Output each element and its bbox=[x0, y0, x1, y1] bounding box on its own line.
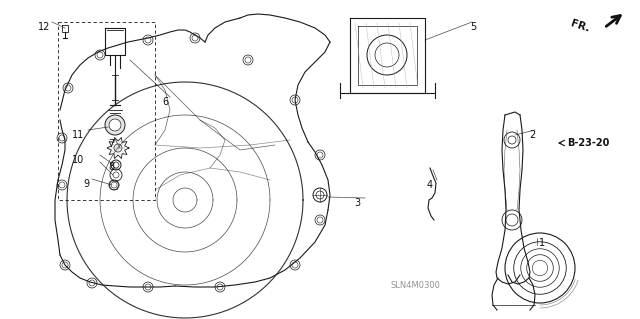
Text: FR.: FR. bbox=[570, 18, 591, 33]
Text: 8: 8 bbox=[108, 162, 114, 172]
Text: 5: 5 bbox=[470, 22, 476, 32]
Text: 2: 2 bbox=[529, 130, 535, 140]
Text: 9: 9 bbox=[83, 179, 89, 189]
Text: 12: 12 bbox=[38, 22, 51, 32]
Text: 4: 4 bbox=[427, 180, 433, 190]
Text: 10: 10 bbox=[72, 155, 84, 165]
Text: 11: 11 bbox=[72, 130, 84, 140]
Text: 6: 6 bbox=[162, 97, 168, 107]
Text: B-23-20: B-23-20 bbox=[567, 138, 609, 148]
Text: 7: 7 bbox=[108, 139, 115, 149]
Text: 3: 3 bbox=[354, 198, 360, 208]
Text: 1: 1 bbox=[539, 238, 545, 248]
Text: SLN4M0300: SLN4M0300 bbox=[390, 280, 440, 290]
